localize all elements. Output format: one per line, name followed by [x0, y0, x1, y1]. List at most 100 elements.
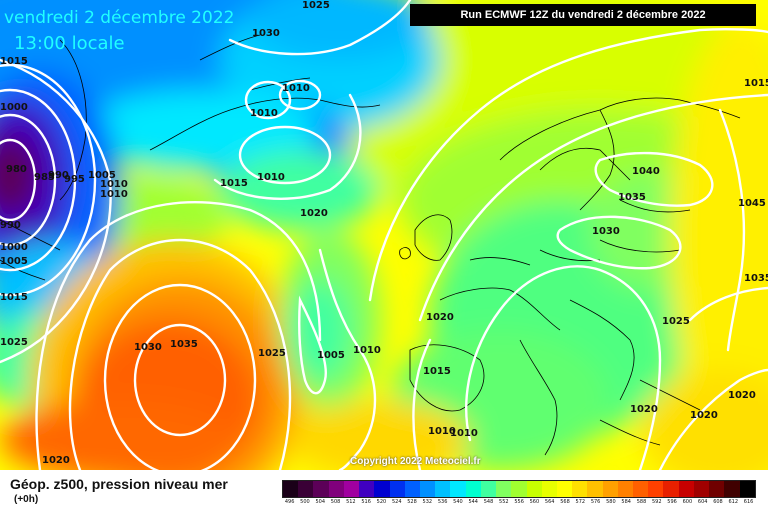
isobar-label: 1030	[134, 342, 162, 353]
color-scale-label: 500	[300, 499, 310, 505]
map-date-title: vendredi 2 décembre 2022	[4, 8, 235, 28]
color-scale-swatch	[724, 481, 740, 497]
color-scale-label: 616	[743, 499, 754, 505]
isobar-label: 1015	[423, 366, 451, 377]
color-scale-swatch	[556, 481, 573, 497]
color-scale-swatch	[617, 481, 634, 497]
color-scale-swatch	[693, 481, 710, 497]
isobar-label: 1020	[630, 404, 658, 415]
color-scale-label: 496	[284, 499, 295, 505]
isobar-label: 1000	[0, 102, 28, 113]
color-scale-swatch	[587, 481, 603, 497]
isobar-label: 990	[0, 220, 21, 231]
isobar-label: 1010	[257, 172, 285, 183]
color-scale-swatch	[450, 481, 466, 497]
isobar-label: 1025	[258, 348, 286, 359]
isobar-label: 1035	[744, 273, 768, 284]
color-scale-label: 584	[621, 499, 631, 505]
isobar-label: 1010	[282, 83, 310, 94]
isobar-label: 1005	[0, 256, 28, 267]
isobar-label: 1010	[100, 179, 128, 190]
color-scale-label: 512	[346, 499, 356, 505]
color-scale-swatch	[343, 481, 360, 497]
color-scale-label: 548	[483, 499, 494, 505]
color-scale-label: 508	[330, 499, 341, 505]
isobar-label: 1045	[738, 198, 766, 209]
color-scale-swatch	[298, 481, 314, 497]
color-scale-label: 524	[391, 499, 402, 505]
color-scale-label: 504	[315, 499, 326, 505]
isobar-label: 1015	[0, 292, 28, 303]
isobar-label: 1010	[428, 426, 456, 437]
isobar-label: 990	[48, 170, 69, 181]
isobar-label: 1015	[744, 78, 768, 89]
color-scale-swatch	[404, 481, 420, 497]
color-scale-label: 572	[575, 499, 586, 505]
color-scale-swatch	[419, 481, 436, 497]
isobar-label: 1010	[100, 189, 128, 200]
color-scale-label: 564	[544, 499, 555, 505]
color-scale-swatches	[282, 480, 756, 498]
isobar-label: 1010	[353, 345, 381, 356]
color-scale-swatch	[709, 481, 725, 497]
color-scale-swatch	[648, 481, 664, 497]
isobar-label: 1035	[170, 339, 198, 350]
color-scale-label: 520	[376, 499, 387, 505]
isobar-label: 1035	[618, 192, 646, 203]
isobar-label: 995	[64, 174, 85, 185]
color-scale-label: 580	[606, 499, 616, 505]
color-scale-label: 556	[514, 499, 524, 505]
color-scale-swatch	[572, 481, 588, 497]
isobar-label: 1025	[0, 337, 28, 348]
color-scale-swatch	[389, 481, 405, 497]
color-scale-swatch	[511, 481, 527, 497]
weather-map: 1025 1030 1010 1010 1010 1015 1020 1040 …	[0, 0, 768, 470]
color-scale-swatch	[374, 481, 390, 497]
color-scale-label: 516	[361, 499, 371, 505]
color-scale-swatch	[435, 481, 451, 497]
isobars	[0, 0, 768, 470]
color-scale-swatch	[480, 481, 497, 497]
isobar-label: 1010	[250, 108, 278, 119]
color-scale-label: 568	[560, 499, 570, 505]
color-scale-label: 600	[682, 499, 693, 505]
isobar-labels: 1025 1030 1010 1010 1010 1015 1020 1040 …	[0, 0, 768, 466]
isobar-label: 985	[34, 172, 55, 183]
color-scale-swatch	[283, 481, 299, 497]
isobar-label: 1040	[632, 166, 660, 177]
model-run-info: Run ECMWF 12Z du vendredi 2 décembre 202…	[410, 4, 756, 26]
color-scale-swatch	[313, 481, 329, 497]
isobar-label: 1020	[690, 410, 718, 421]
geopotential-field	[0, 0, 768, 470]
color-scale-swatch	[328, 481, 344, 497]
color-scale-swatch	[739, 481, 755, 497]
color-scale-swatch	[465, 481, 481, 497]
isobar-label: 980	[6, 164, 27, 175]
color-scale-labels: 496 500 504 508 512 516 520 524 528 532 536 540 544 5…	[282, 499, 756, 505]
color-scale-label: 576	[590, 499, 601, 505]
map-time-title: 13:00 locale	[14, 33, 125, 54]
color-scale-label: 560	[529, 499, 540, 505]
legend-title: Géop. z500, pression niveau mer	[10, 476, 228, 492]
color-scale-label: 604	[697, 499, 708, 505]
isobar-label: 1000	[0, 242, 28, 253]
isobar-label: 1025	[302, 0, 330, 11]
isobar-label: 1010	[450, 428, 478, 439]
color-scale-label: 612	[728, 499, 739, 505]
color-scale-swatch	[359, 481, 375, 497]
isobar-label: 1005	[317, 350, 345, 361]
color-scale: 496 500 504 508 512 516 520 524 528 532 536 540 544 5…	[282, 480, 756, 510]
color-scale-swatch	[633, 481, 649, 497]
color-scale-label: 552	[499, 499, 509, 505]
isobar-label: 1020	[728, 390, 756, 401]
isobar-label: 1015	[0, 56, 28, 67]
color-scale-swatch	[678, 481, 694, 497]
isobar-label: 1005	[88, 170, 116, 181]
isobar-label: 1030	[252, 28, 280, 39]
color-scale-label: 596	[667, 499, 677, 505]
isobar-label: 1030	[592, 226, 620, 237]
color-scale-label: 544	[468, 499, 478, 505]
isobar-label: 1020	[426, 312, 454, 323]
legend-subtitle: (+0h)	[14, 494, 39, 505]
